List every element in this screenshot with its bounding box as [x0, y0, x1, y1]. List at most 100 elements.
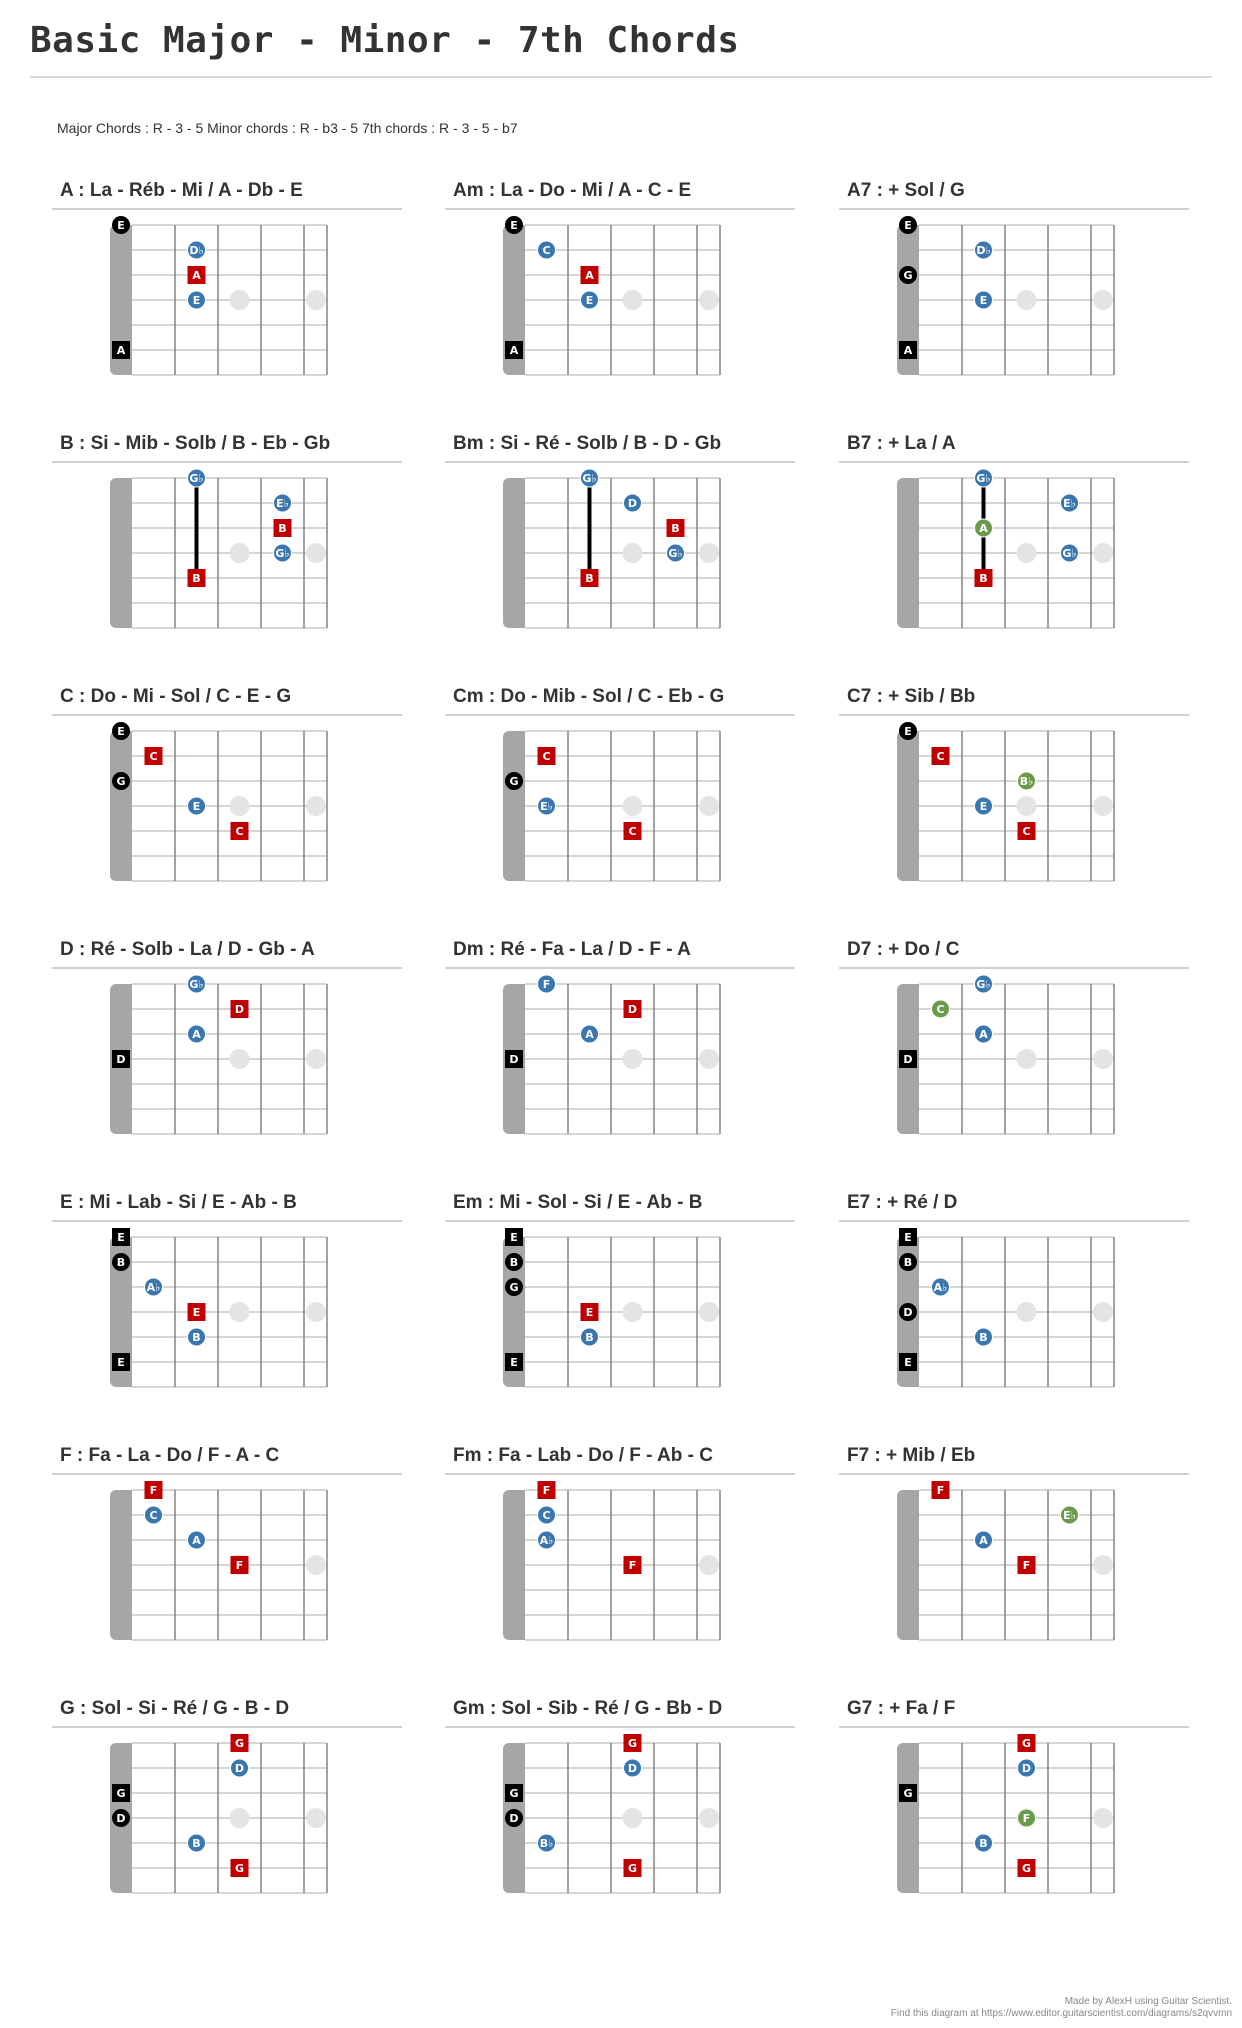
note-marker	[187, 240, 206, 260]
note-label: B♭	[540, 1837, 554, 1850]
note-label: G♭	[1062, 547, 1076, 560]
note: A	[187, 266, 206, 284]
note-label: G	[1022, 1862, 1031, 1875]
note-label: B	[979, 1837, 987, 1850]
note-label: E	[586, 294, 594, 307]
note: A	[899, 341, 917, 359]
fretboard: E C B♭ E C	[897, 722, 1115, 882]
chord-title-divider	[839, 714, 1189, 716]
fret-inlay	[1093, 1302, 1113, 1322]
note: E	[505, 1353, 523, 1371]
note-marker	[187, 1024, 206, 1044]
note: D	[505, 1809, 523, 1827]
note-label: G♭	[582, 472, 596, 485]
note-label: G	[903, 269, 912, 282]
note-marker	[974, 468, 993, 488]
note-marker	[974, 290, 993, 310]
fret-inlay	[1093, 290, 1113, 310]
note: E	[505, 216, 523, 234]
note: D	[112, 1809, 130, 1827]
note-label: E	[510, 1356, 518, 1369]
note-label: B	[117, 1256, 125, 1269]
note: E	[112, 1228, 130, 1246]
note: E	[112, 216, 130, 234]
chord-diagram: F7 : + Mib / Eb F E♭ A F	[839, 1445, 1189, 1685]
note: E	[187, 796, 206, 816]
note: B	[187, 1327, 206, 1347]
nut-edge	[909, 225, 919, 375]
chord-title-divider	[445, 208, 795, 210]
note-label: E	[117, 219, 125, 232]
note-marker	[187, 1833, 206, 1853]
nut-edge	[122, 1490, 132, 1640]
note-marker	[666, 543, 685, 563]
note: F	[537, 1481, 556, 1499]
chord-title: B : Si - Mib - Solb / B - Eb - Gb	[60, 433, 331, 454]
note: G	[505, 772, 523, 790]
footer: Made by AlexH using Guitar Scientist. Fi…	[891, 1996, 1232, 2020]
chord-title: E7 : + Ré / D	[847, 1192, 958, 1213]
fret-inlay	[622, 1808, 643, 1828]
root-note-marker	[273, 519, 292, 537]
fret-inlay	[1093, 543, 1113, 563]
note-marker	[931, 1277, 950, 1297]
note-label: F	[543, 978, 551, 991]
note: E	[187, 290, 206, 310]
note: E♭	[1060, 1505, 1079, 1525]
note: G	[230, 1859, 249, 1877]
note-label: A♭	[147, 1281, 161, 1294]
note-label: E	[510, 1231, 518, 1244]
root-note-marker	[230, 1556, 249, 1574]
note-label: B	[979, 572, 987, 585]
note-label: A	[192, 269, 201, 282]
note-label: B	[979, 1331, 987, 1344]
note-label: B	[671, 522, 679, 535]
chord-title: D7 : + Do / C	[847, 939, 960, 960]
note-marker	[537, 240, 556, 260]
note: E	[187, 1303, 206, 1321]
note: D	[505, 1050, 523, 1068]
note-label: G♭	[189, 472, 203, 485]
root-note-marker	[230, 1859, 249, 1877]
note-marker	[931, 999, 950, 1019]
fret-inlay	[229, 1302, 250, 1322]
footer-link[interactable]: Find this diagram at https://www.editor.…	[890, 2008, 1232, 2019]
note-label: E	[904, 1231, 912, 1244]
nut-edge	[515, 478, 525, 628]
note-label: G	[903, 1787, 912, 1800]
note-label: C	[936, 750, 944, 763]
note: D	[623, 493, 642, 513]
note-label: G♭	[189, 978, 203, 991]
note-marker	[230, 1758, 249, 1778]
note: C	[931, 747, 950, 765]
note-label: B	[904, 1256, 912, 1269]
note-label: C	[235, 825, 243, 838]
root-note-marker	[112, 1784, 130, 1802]
fret-inlay	[699, 1808, 719, 1828]
root-note-marker	[505, 1228, 523, 1246]
fret-inlay	[622, 290, 643, 310]
root-note-marker	[1017, 1556, 1036, 1574]
nut-edge	[909, 1743, 919, 1893]
note-label: C	[542, 244, 550, 257]
chord-diagram: E : Mi - Lab - Si / E - Ab - B E B A♭ E B E	[52, 1192, 402, 1432]
note-label: F	[937, 1484, 945, 1497]
note: C	[931, 999, 950, 1019]
page-title: Basic Major - Minor - 7th Chords	[30, 20, 740, 61]
note: G♭	[974, 974, 993, 994]
note-label: E	[980, 294, 988, 307]
note: E	[899, 1228, 917, 1246]
note-label: E	[193, 294, 201, 307]
root-note-marker	[144, 1481, 163, 1499]
fret-inlay	[229, 543, 250, 563]
note: D♭	[974, 240, 993, 260]
root-note-marker	[974, 569, 993, 587]
note: G	[1017, 1859, 1036, 1877]
note-label: A	[192, 1028, 201, 1041]
note-label: G	[509, 1787, 518, 1800]
root-note-marker	[505, 341, 523, 359]
